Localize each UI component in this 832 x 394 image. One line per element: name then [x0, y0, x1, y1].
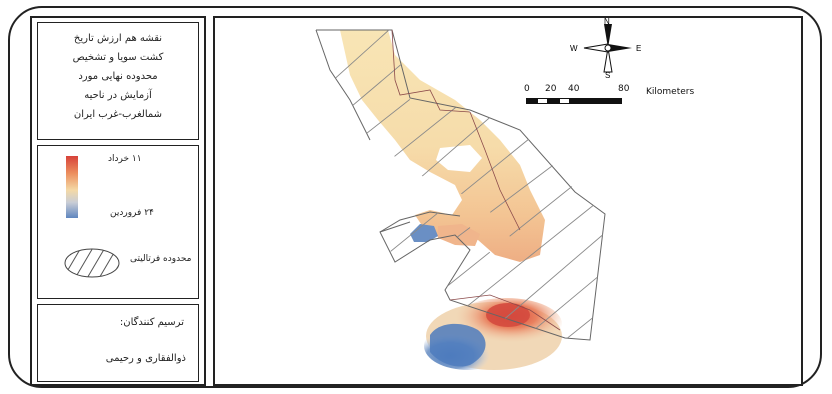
planting-date-zone-north — [340, 30, 545, 262]
title-line: محدوده نهایی مورد — [78, 71, 158, 82]
north-arrow-icon: N S E W — [570, 18, 641, 78]
credits-names: ذوالفقاری و رحیمی — [105, 353, 186, 364]
map-title: نقشه هم ارزش تاریخ کشت سویا و تشخیص محدو… — [38, 23, 198, 124]
title-line: نقشه هم ارزش تاریخ — [73, 33, 163, 44]
west-label: W — [570, 44, 578, 53]
planting-date-gradient-bar — [66, 156, 78, 218]
credits-box: ترسیم کنندگان: ذوالفقاری و رحیمی — [37, 304, 199, 382]
side-panel: نقشه هم ارزش تاریخ کشت سویا و تشخیص محدو… — [30, 16, 206, 386]
north-label: N — [604, 18, 610, 26]
credits-title: ترسیم کنندگان: — [119, 317, 184, 328]
scale-units: Kilometers — [646, 87, 695, 97]
scale-tick: 0 — [524, 84, 530, 94]
scale-bar: 0 20 40 80 Kilometers — [520, 84, 740, 120]
legend-low-label: ۲۴ فروردین — [110, 208, 154, 218]
scale-tick: 40 — [568, 84, 580, 94]
scale-tick: 80 — [618, 84, 630, 94]
planting-date-zone-west-orange — [438, 224, 480, 246]
title-line: کشت سویا و تشخیص — [72, 52, 164, 63]
excluded-area — [436, 145, 482, 172]
legend-box: ۱۱ خرداد ۲۴ فروردین محدوده فرتالیتی — [37, 145, 199, 299]
title-line: شمالغرب-غرب ایران — [73, 109, 163, 120]
hatch-swatch-icon — [64, 248, 120, 278]
scale-segment — [537, 98, 548, 104]
east-label: E — [636, 44, 641, 53]
scale-segment — [559, 98, 570, 104]
south-label: S — [605, 71, 610, 78]
scale-tick: 20 — [545, 84, 557, 94]
planting-date-zone-west-blue — [410, 224, 438, 242]
title-line: آزمایش در ناحیه — [84, 90, 152, 101]
scale-segment — [548, 98, 559, 104]
map-title-box: نقشه هم ارزش تاریخ کشت سویا و تشخیص محدو… — [37, 22, 199, 140]
planting-date-zone-south — [424, 298, 562, 370]
legend-hatch-label: محدوده فرتالیتی — [130, 254, 192, 264]
map-outer-frame — [8, 6, 822, 388]
scale-segment — [570, 98, 622, 104]
scale-segment — [526, 98, 537, 104]
legend-high-label: ۱۱ خرداد — [108, 154, 142, 164]
